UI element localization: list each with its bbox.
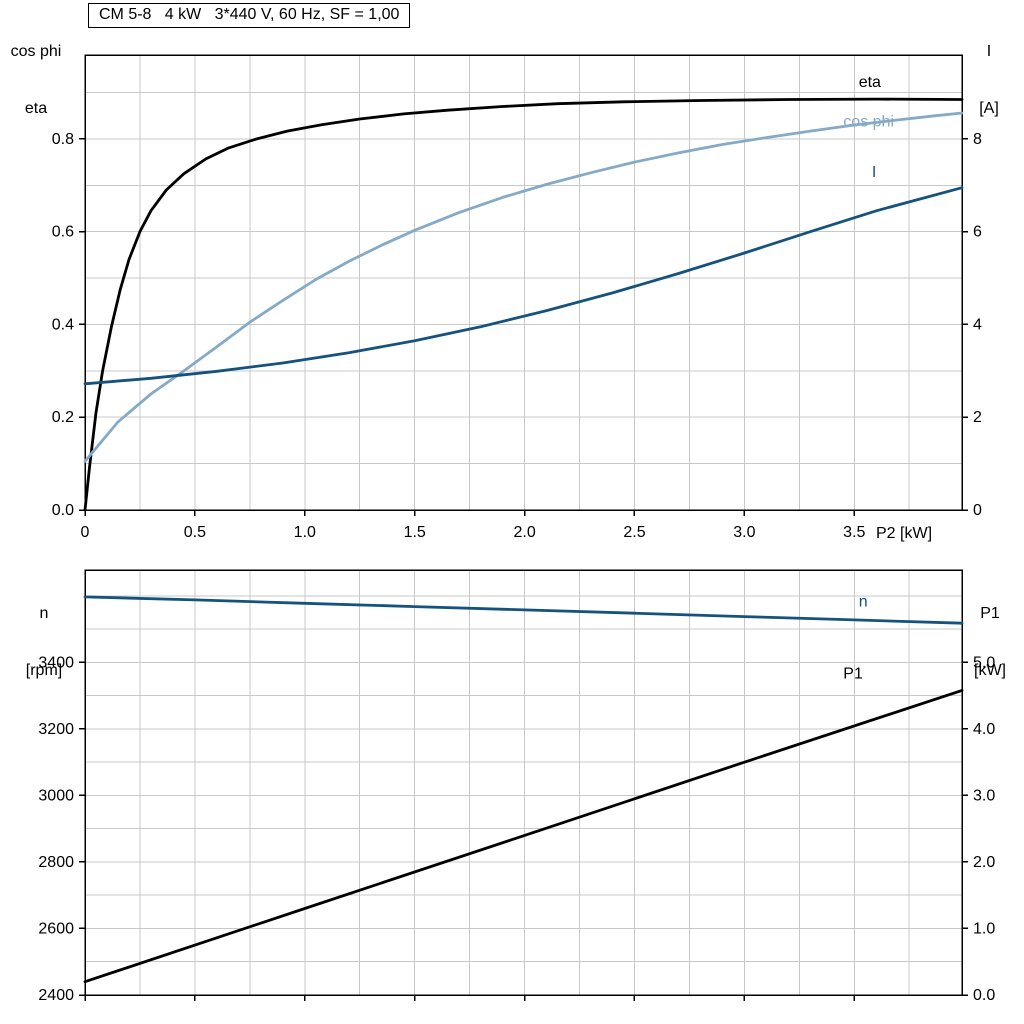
left-tick-label: 3200	[38, 721, 74, 738]
current-axis-label: I	[986, 43, 992, 60]
bottom-right-axis-title: P1 [kW]	[962, 566, 1018, 699]
top-left-axis-title: cos phi eta	[4, 4, 68, 137]
curve-label-P1: P1	[843, 665, 863, 682]
right-tick-label: 0	[973, 502, 982, 519]
x-tick-label: 1.0	[294, 524, 316, 541]
bottom-left-axis-title: n [rpm]	[12, 566, 76, 699]
speed-axis-label: n	[39, 605, 49, 622]
x-tick-label: 1.5	[404, 524, 426, 541]
left-tick-label: 0.4	[52, 316, 74, 333]
curve-label-n: n	[859, 594, 868, 611]
speed-unit-label: [rpm]	[25, 662, 63, 679]
x-tick-label: 3.5	[843, 524, 865, 541]
chart-0: 0 0.5 1.0 1.5 2.0 2.5 3.0 3.5 0.0 0.2 0.4 0.6 0.8 0 2 4…	[52, 54, 982, 541]
right-tick-label: 4	[973, 316, 982, 333]
top-right-axis-title: I [A]	[966, 4, 1012, 137]
curve-label-cos-phi: cos phi	[843, 113, 894, 130]
curve-n	[83, 595, 964, 625]
x-tick-label: 2.5	[623, 524, 645, 541]
right-tick-label: 2.0	[973, 854, 995, 871]
left-tick-label: 2800	[38, 854, 74, 871]
right-tick-label: 2	[973, 409, 982, 426]
x-tick-label: 0	[81, 524, 90, 541]
curve-label-eta: eta	[859, 74, 881, 91]
right-tick-label: 0.0	[973, 987, 995, 1004]
right-tick-label: 1.0	[973, 920, 995, 937]
cos-phi-axis-label: cos phi	[10, 43, 62, 60]
left-tick-label: 2400	[38, 987, 74, 1004]
curve-cos-phi	[83, 111, 964, 463]
right-tick-label: 4.0	[973, 721, 995, 738]
left-tick-label: 0.2	[52, 409, 74, 426]
left-tick-label: 0.0	[52, 502, 74, 519]
curve-I	[83, 186, 964, 386]
x-tick-label: 0.5	[184, 524, 206, 541]
right-tick-label: 5.0	[973, 654, 995, 671]
curve-eta	[83, 97, 964, 512]
right-tick-label: 8	[973, 131, 982, 148]
current-unit-label: [A]	[979, 100, 999, 117]
left-tick-label: 2600	[38, 920, 74, 937]
left-tick-label: 3000	[38, 787, 74, 804]
x-tick-label: 2.0	[513, 524, 535, 541]
chart-title: CM 5-8 4 kW 3*440 V, 60 Hz, SF = 1,00	[88, 3, 411, 28]
x-axis-title: P2 [kW]	[876, 525, 933, 542]
curve-P1	[83, 689, 964, 984]
eta-axis-label: eta	[24, 100, 48, 117]
right-tick-label: 3.0	[973, 787, 995, 804]
x-tick-label: 3.0	[733, 524, 755, 541]
right-tick-label: 6	[973, 224, 982, 241]
curve-label-I: I	[872, 164, 876, 181]
left-tick-label: 0.6	[52, 224, 74, 241]
left-tick-label: 0.8	[52, 131, 74, 148]
left-tick-label: 3400	[38, 654, 74, 671]
plot-frame	[84, 569, 963, 996]
chart-1: 2400 2600 2800 3000 3200 3400 0.0 1.0 2.0 3.0 4.0 5…	[38, 569, 995, 1004]
power-axis-label: P1	[980, 605, 1000, 622]
power-unit-label: [kW]	[974, 662, 1006, 679]
plot-frame	[84, 54, 963, 511]
